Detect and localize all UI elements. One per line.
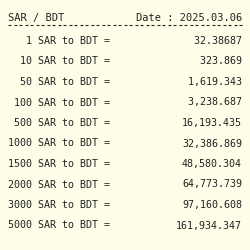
Text: Date : 2025.03.06: Date : 2025.03.06 — [136, 13, 242, 23]
Text: 48,580.304: 48,580.304 — [182, 159, 242, 169]
Text: 5000 SAR to BDT =: 5000 SAR to BDT = — [8, 220, 110, 230]
Text: 97,160.608: 97,160.608 — [182, 200, 242, 210]
Text: 323.869: 323.869 — [182, 56, 242, 66]
Text: 2000 SAR to BDT =: 2000 SAR to BDT = — [8, 180, 110, 190]
Text: 1,619.343: 1,619.343 — [182, 77, 242, 87]
Text: SAR / BDT: SAR / BDT — [8, 13, 64, 23]
Text: 161,934.347: 161,934.347 — [176, 220, 242, 230]
Text: 1500 SAR to BDT =: 1500 SAR to BDT = — [8, 159, 110, 169]
Text: 10 SAR to BDT =: 10 SAR to BDT = — [8, 56, 110, 66]
Text: 32.38687: 32.38687 — [182, 36, 242, 46]
Text: 500 SAR to BDT =: 500 SAR to BDT = — [8, 118, 110, 128]
Text: 100 SAR to BDT =: 100 SAR to BDT = — [8, 98, 110, 108]
Text: 1 SAR to BDT =: 1 SAR to BDT = — [8, 36, 110, 46]
Text: 50 SAR to BDT =: 50 SAR to BDT = — [8, 77, 110, 87]
Text: 16,193.435: 16,193.435 — [182, 118, 242, 128]
Text: 1000 SAR to BDT =: 1000 SAR to BDT = — [8, 138, 110, 148]
Text: 3000 SAR to BDT =: 3000 SAR to BDT = — [8, 200, 110, 210]
Text: 3,238.687: 3,238.687 — [182, 98, 242, 108]
Text: 32,386.869: 32,386.869 — [182, 138, 242, 148]
Text: 64,773.739: 64,773.739 — [182, 180, 242, 190]
